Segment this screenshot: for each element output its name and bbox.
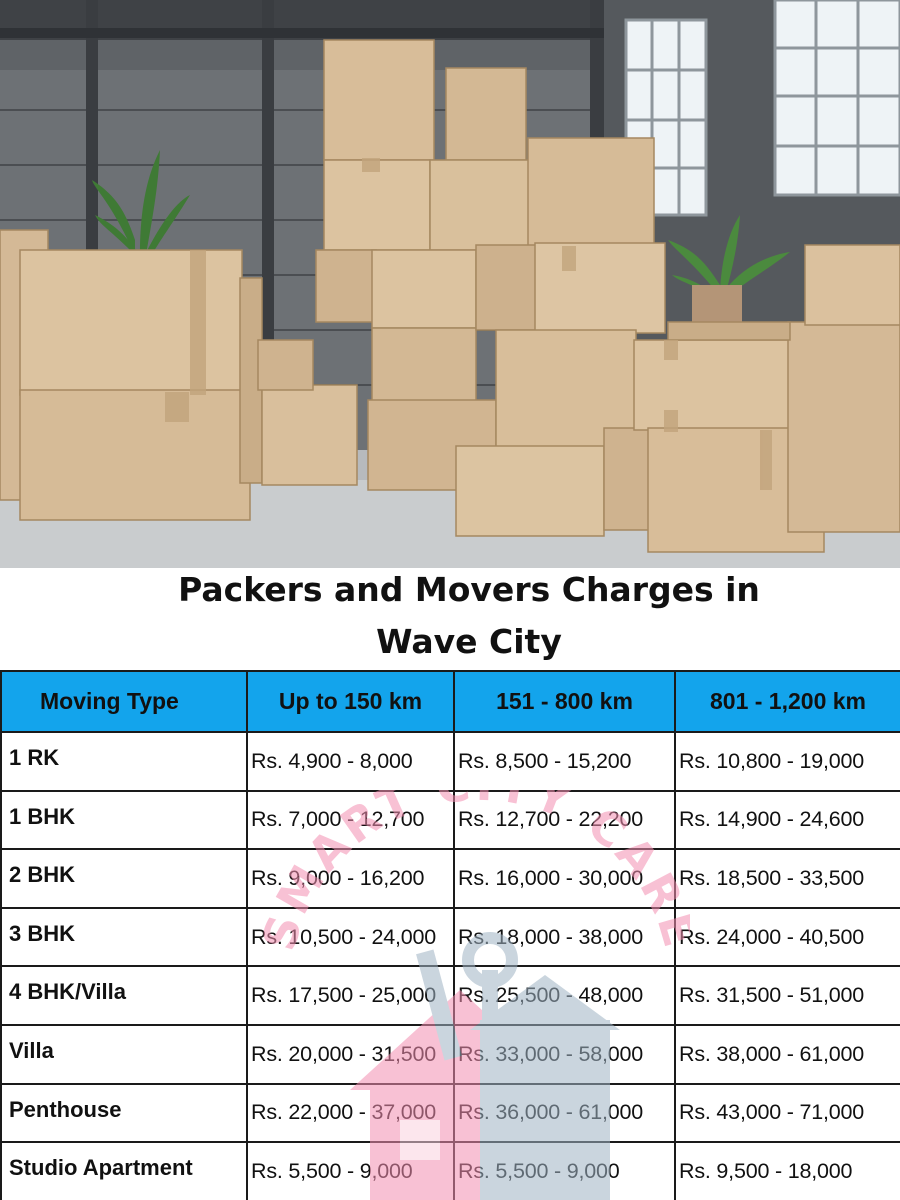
table-row: 1 RK Rs. 4,900 - 8,000 Rs. 8,500 - 15,20… <box>0 731 900 792</box>
price-151-800-km: Rs. 12,700 - 22,200 <box>453 789 676 851</box>
price-up-to-150-km: Rs. 10,500 - 24,000 <box>246 906 455 968</box>
header-801-1200-km: 801 - 1,200 km <box>674 670 900 733</box>
price-801-1200-km: Rs. 43,000 - 71,000 <box>674 1082 900 1144</box>
price-801-1200-km: Rs. 14,900 - 24,600 <box>674 789 900 851</box>
table-row: 2 BHK Rs. 9,000 - 16,200 Rs. 16,000 - 30… <box>0 848 900 909</box>
price-801-1200-km: Rs. 18,500 - 33,500 <box>674 848 900 909</box>
table-header-row: Moving Type Up to 150 km 151 - 800 km 80… <box>0 670 900 733</box>
price-up-to-150-km: Rs. 9,000 - 16,200 <box>246 848 455 909</box>
row-moving-type: Penthouse <box>0 1082 248 1144</box>
row-moving-type: 3 BHK <box>0 906 248 968</box>
row-moving-type: Villa <box>0 1023 248 1085</box>
header-151-800-km: 151 - 800 km <box>453 670 676 733</box>
price-up-to-150-km: Rs. 4,900 - 8,000 <box>246 731 455 792</box>
table-row: 1 BHK Rs. 7,000 - 12,700 Rs. 12,700 - 22… <box>0 789 900 851</box>
price-151-800-km: Rs. 18,000 - 38,000 <box>453 906 676 968</box>
price-151-800-km: Rs. 5,500 - 9,000 <box>453 1141 676 1200</box>
page-title: Packers and Movers Charges in Wave City <box>0 562 900 670</box>
price-801-1200-km: Rs. 38,000 - 61,000 <box>674 1023 900 1085</box>
price-801-1200-km: Rs. 31,500 - 51,000 <box>674 965 900 1026</box>
title-line-1: Packers and Movers Charges in <box>178 570 760 609</box>
price-up-to-150-km: Rs. 20,000 - 31,500 <box>246 1023 455 1085</box>
row-moving-type: 4 BHK/Villa <box>0 965 248 1026</box>
price-801-1200-km: Rs. 10,800 - 19,000 <box>674 731 900 792</box>
row-moving-type: 1 RK <box>0 731 248 792</box>
price-up-to-150-km: Rs. 22,000 - 37,000 <box>246 1082 455 1144</box>
price-up-to-150-km: Rs. 7,000 - 12,700 <box>246 789 455 851</box>
price-151-800-km: Rs. 33,000 - 58,000 <box>453 1023 676 1085</box>
price-up-to-150-km: Rs. 5,500 - 9,000 <box>246 1141 455 1200</box>
price-801-1200-km: Rs. 9,500 - 18,000 <box>674 1141 900 1200</box>
table-row: 3 BHK Rs. 10,500 - 24,000 Rs. 18,000 - 3… <box>0 906 900 968</box>
row-moving-type: 1 BHK <box>0 789 248 851</box>
row-moving-type: 2 BHK <box>0 848 248 909</box>
price-151-800-km: Rs. 16,000 - 30,000 <box>453 848 676 909</box>
price-up-to-150-km: Rs. 17,500 - 25,000 <box>246 965 455 1026</box>
table-row: 4 BHK/Villa Rs. 17,500 - 25,000 Rs. 25,5… <box>0 965 900 1026</box>
price-801-1200-km: Rs. 24,000 - 40,500 <box>674 906 900 968</box>
header-up-to-150-km: Up to 150 km <box>246 670 455 733</box>
table-row: Studio Apartment Rs. 5,500 - 9,000 Rs. 5… <box>0 1141 900 1200</box>
title-line-2: Wave City <box>376 622 562 661</box>
hero-image-warehouse-boxes <box>0 0 900 568</box>
header-moving-type: Moving Type <box>0 670 248 733</box>
price-151-800-km: Rs. 25,500 - 48,000 <box>453 965 676 1026</box>
price-151-800-km: Rs. 36,000 - 61,000 <box>453 1082 676 1144</box>
table-row: Penthouse Rs. 22,000 - 37,000 Rs. 36,000… <box>0 1082 900 1144</box>
table-row: Villa Rs. 20,000 - 31,500 Rs. 33,000 - 5… <box>0 1023 900 1085</box>
charges-table: Moving Type Up to 150 km 151 - 800 km 80… <box>0 670 900 1200</box>
row-moving-type: Studio Apartment <box>0 1141 248 1200</box>
price-151-800-km: Rs. 8,500 - 15,200 <box>453 731 676 792</box>
